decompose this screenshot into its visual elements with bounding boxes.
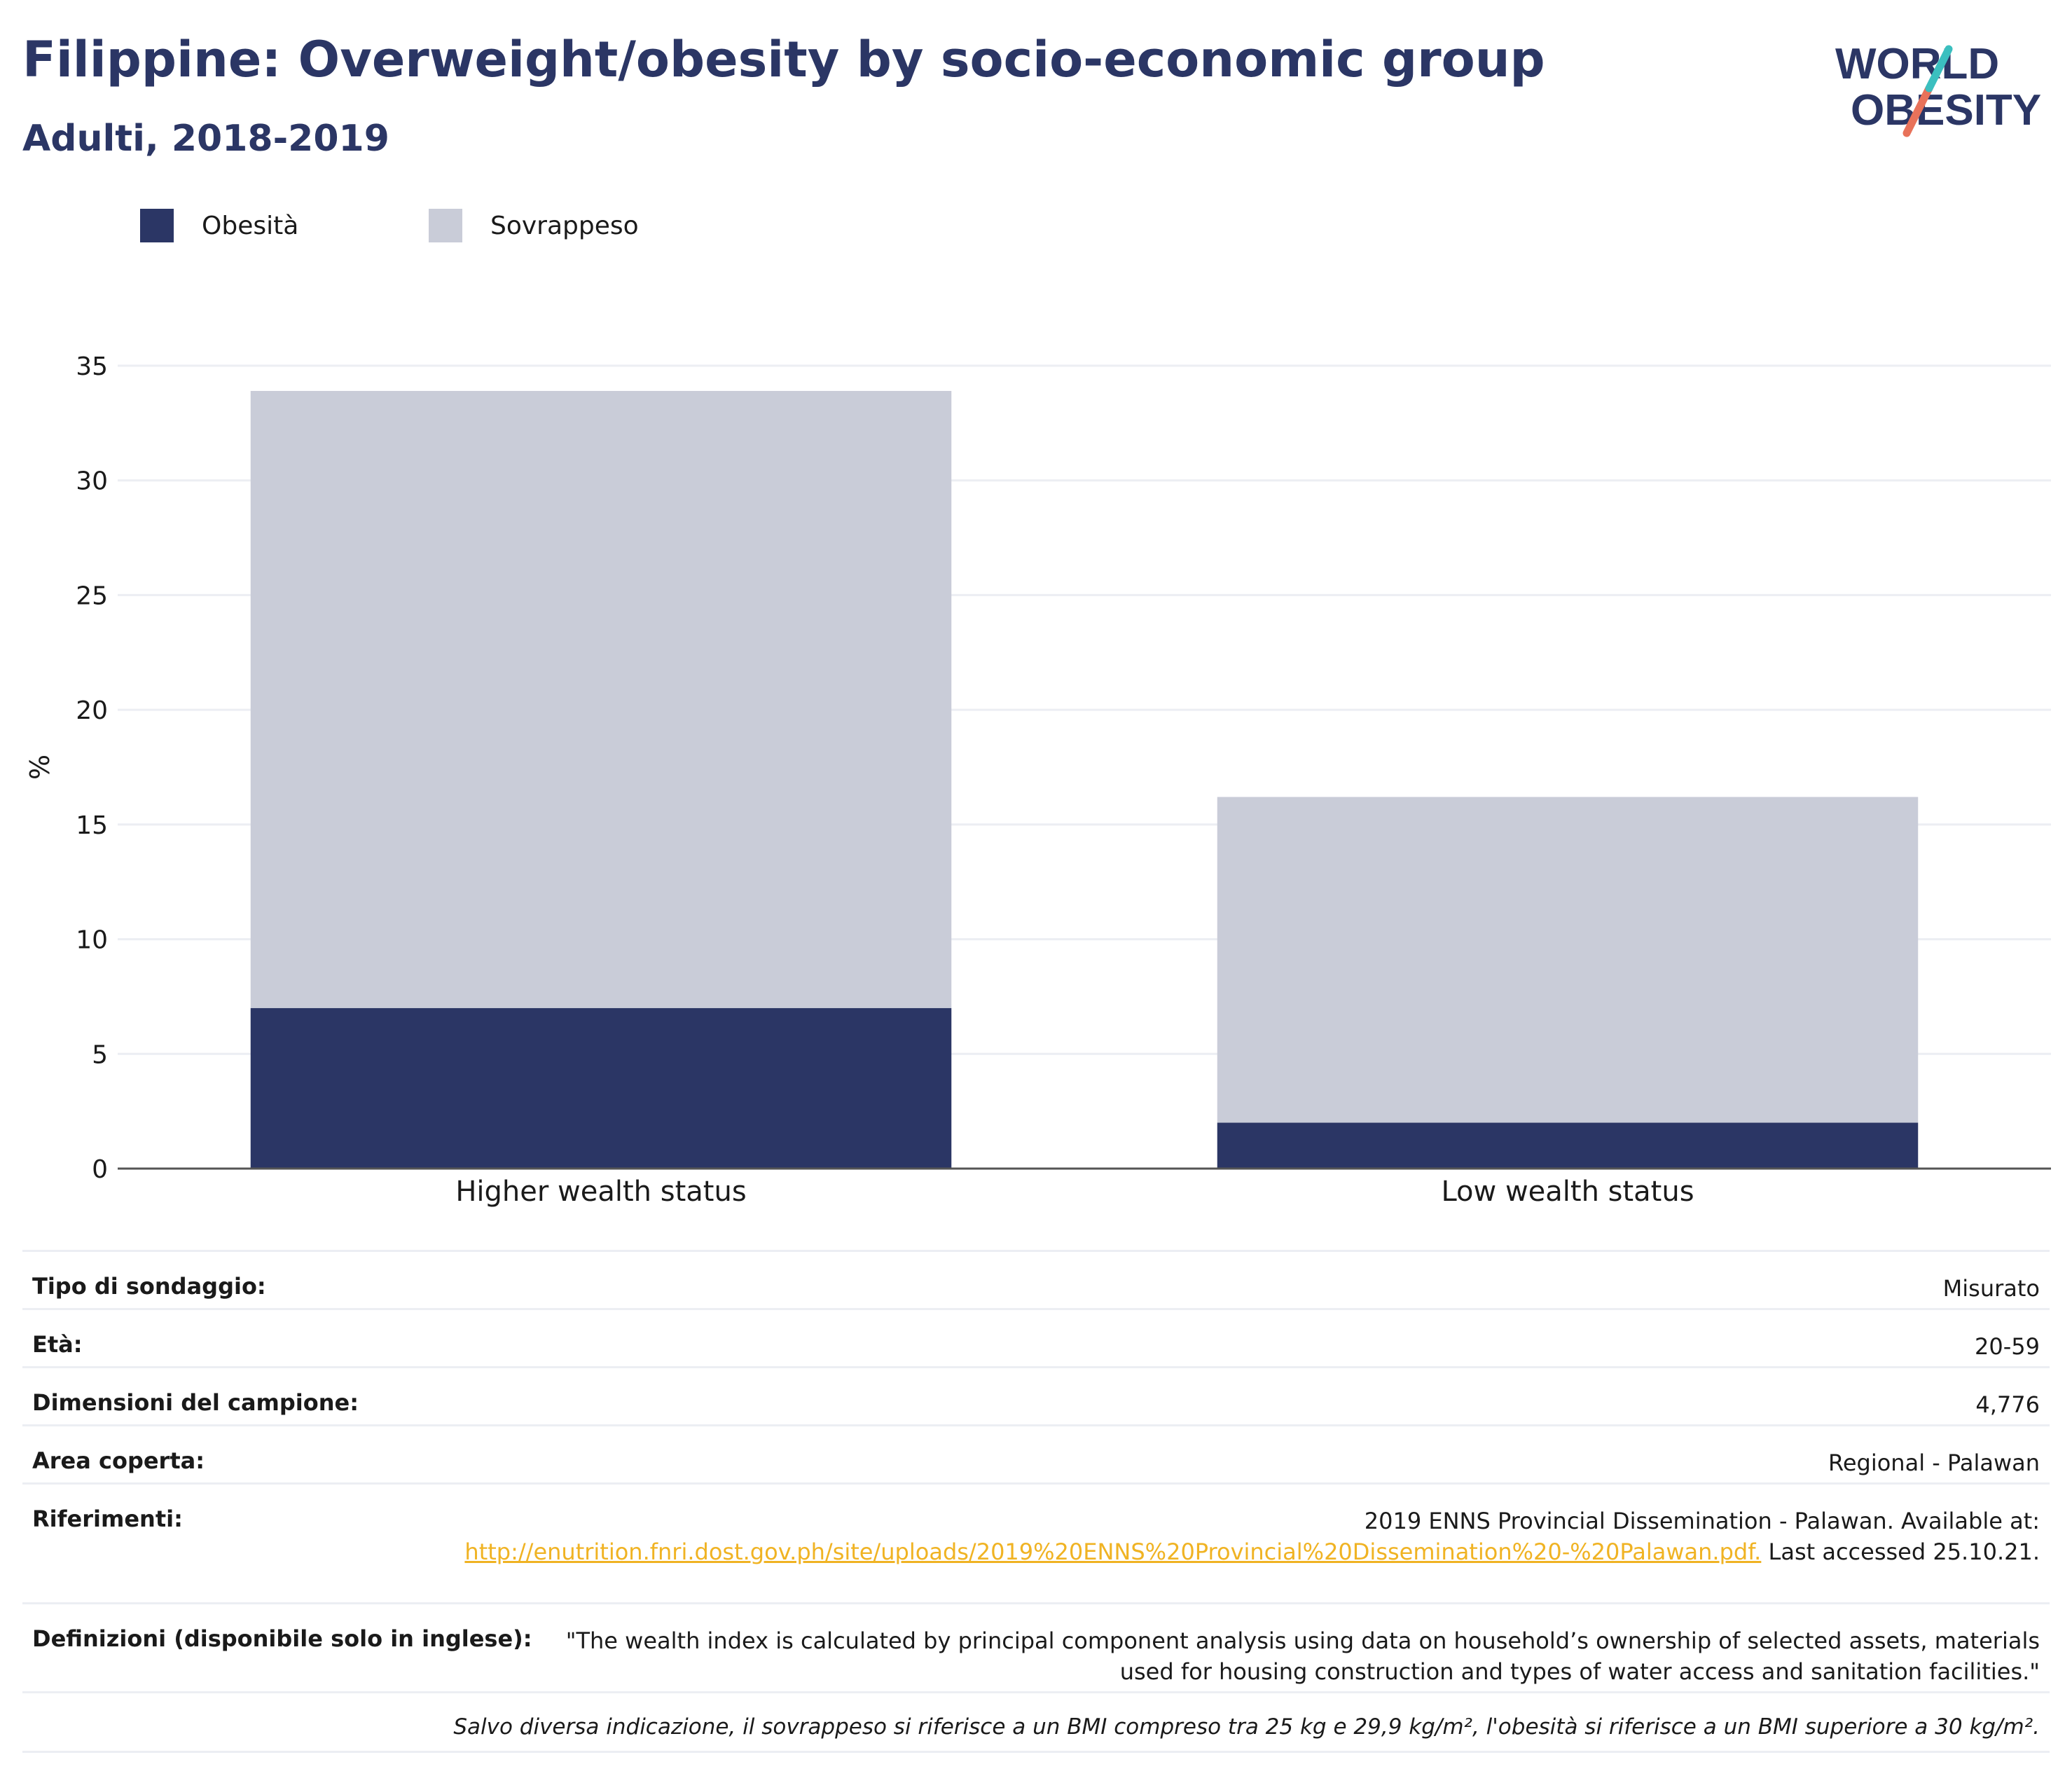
- references-value: 2019 ENNS Provincial Dissemination - Pal…: [429, 1506, 2040, 1567]
- area-label: Area coperta:: [32, 1447, 205, 1474]
- y-tick-label-10: 10: [76, 926, 108, 955]
- x-tick-label-1: Low wealth status: [1441, 1176, 1694, 1208]
- info-row-survey-type: Tipo di sondaggio: Misurato: [22, 1250, 2050, 1308]
- info-row-age: Età: 20-59: [22, 1308, 2050, 1366]
- y-tick-label-25: 25: [76, 581, 108, 610]
- logo-line-2: OBESITY: [1851, 86, 2041, 135]
- logo-line-1: WORLD: [1835, 40, 1999, 88]
- y-tick-label-30: 30: [76, 467, 108, 496]
- chart-subtitle: Adulti, 2018-2019: [22, 118, 389, 160]
- references-text-after: Last accessed 25.10.21.: [1768, 1538, 2040, 1565]
- info-row-area: Area coperta: Regional - Palawan: [22, 1424, 2050, 1482]
- survey-type-value: Misurato: [1942, 1275, 2040, 1302]
- bar-overweight-0: [250, 391, 952, 1008]
- y-tick-label-20: 20: [76, 696, 108, 725]
- y-tick-label-35: 35: [76, 352, 108, 381]
- info-row-references: Riferimenti: 2019 ENNS Provincial Dissem…: [22, 1482, 2050, 1602]
- age-value: 20-59: [1975, 1333, 2040, 1360]
- legend-swatch-overweight: [429, 209, 462, 242]
- y-tick-label-15: 15: [76, 811, 108, 840]
- info-row-footnote: Salvo diversa indicazione, il sovrappeso…: [22, 1691, 2050, 1751]
- bar-obesity-1: [1217, 1122, 1919, 1169]
- legend-label-overweight: Sovrappeso: [490, 212, 639, 240]
- survey-type-label: Tipo di sondaggio:: [32, 1273, 266, 1300]
- chart-title: Filippine: Overweight/obesity by socio-e…: [22, 31, 1545, 88]
- info-table: Tipo di sondaggio: Misurato Età: 20-59 D…: [22, 1250, 2050, 1753]
- logo-slash-teal: [1925, 45, 1953, 92]
- references-label: Riferimenti:: [32, 1506, 183, 1532]
- world-obesity-logo: WORLD OBESITY: [1835, 40, 2041, 137]
- x-tick-label-0: Higher wealth status: [455, 1176, 746, 1208]
- table-bottom-rule: [22, 1751, 2050, 1753]
- y-tick-label-0: 0: [92, 1155, 108, 1184]
- legend-swatch-obesity: [140, 209, 174, 242]
- definitions-label: Definizioni (disponibile solo in inglese…: [32, 1625, 532, 1652]
- stacked-bar-chart: 0 5 10 15 20 25 30 35% Higher wealth status Low w…: [25, 352, 2051, 1208]
- sample-size-value: 4,776: [1975, 1391, 2040, 1418]
- area-value: Regional - Palawan: [1828, 1450, 2040, 1476]
- sample-size-label: Dimensioni del campione:: [32, 1389, 359, 1416]
- definitions-value: "The wealth index is calculated by princ…: [565, 1627, 2040, 1685]
- age-label: Età:: [32, 1331, 83, 1358]
- info-row-sample-size: Dimensioni del campione: 4,776: [22, 1366, 2050, 1424]
- bmi-footnote: Salvo diversa indicazione, il sovrappeso…: [453, 1714, 2040, 1740]
- y-axis-label: %: [25, 755, 55, 780]
- y-tick-label-5: 5: [92, 1040, 108, 1069]
- info-row-definitions: Definizioni (disponibile solo in inglese…: [22, 1602, 2050, 1691]
- references-link[interactable]: http://enutrition.fnri.dost.gov.ph/site/…: [464, 1538, 1762, 1565]
- legend-label-obesity: Obesità: [202, 212, 299, 240]
- bar-overweight-1: [1217, 797, 1919, 1123]
- bar-obesity-0: [250, 1007, 952, 1169]
- references-text-before: 2019 ENNS Provincial Dissemination - Pal…: [1364, 1508, 2040, 1534]
- logo-slash-coral: [1902, 84, 1933, 137]
